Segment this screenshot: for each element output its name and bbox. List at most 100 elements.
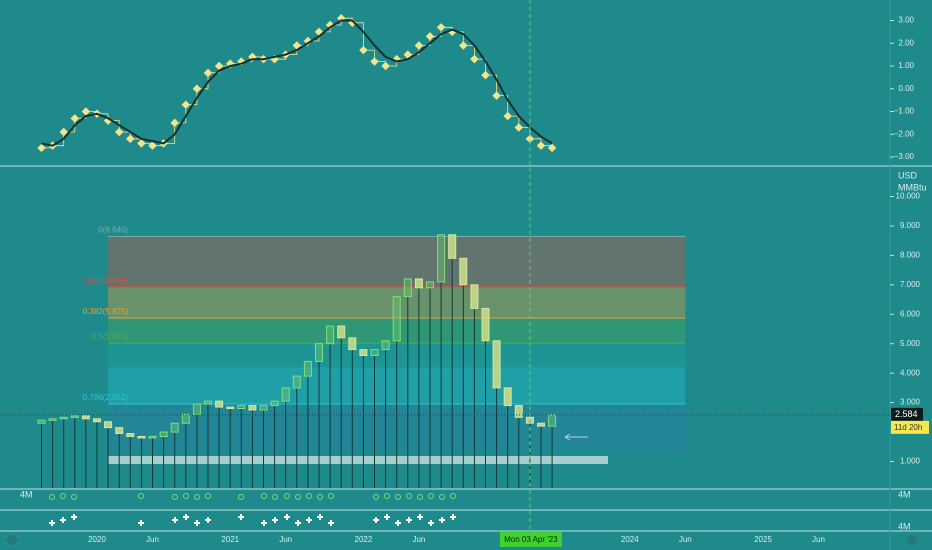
osc-point (470, 54, 479, 64)
y-tick-label: 8.000 (900, 250, 921, 259)
osc-point (181, 100, 191, 109)
osc-point (414, 41, 424, 50)
signal-cross (205, 517, 211, 523)
candle-body (93, 418, 101, 423)
osc-point (148, 141, 157, 150)
candle-body (181, 413, 190, 424)
x-tick-label: Jun (279, 535, 292, 544)
crosshair-date: Mon 03 Apr '23 (504, 535, 558, 544)
osc-point (459, 41, 468, 50)
osc-tick-label: −2.00 (894, 129, 915, 138)
signal-cross (406, 517, 412, 523)
x-tick-label: 2020 (88, 535, 106, 544)
osc-point (126, 134, 135, 144)
signal-cross (284, 514, 290, 520)
logo[interactable] (7, 535, 17, 545)
candle-body (104, 421, 113, 429)
range-bar (108, 456, 608, 464)
osc-point (114, 127, 124, 137)
y-tick-label: 9.000 (900, 221, 921, 230)
signal-dot (395, 494, 401, 500)
x-tick-label: 2024 (621, 535, 639, 544)
fib-band (108, 317, 686, 344)
auto-scale[interactable] (907, 535, 917, 545)
candle-body (437, 234, 446, 283)
signal-cross (306, 517, 312, 523)
crosshair-date-tag (499, 532, 562, 547)
osc-point (503, 111, 512, 121)
candle-body (81, 415, 90, 420)
signal-cross (295, 520, 301, 526)
signal-dot (205, 493, 211, 499)
x-tick-label: 2025 (754, 535, 772, 544)
osc-point (170, 118, 179, 128)
y-tick-label: 5.000 (900, 339, 921, 348)
osc-point (303, 36, 313, 46)
candle-body (270, 400, 279, 407)
signal-cross (238, 514, 244, 520)
osc-point (81, 107, 91, 116)
signal-cross (172, 517, 178, 523)
candle-body (215, 400, 224, 408)
candle-body (170, 422, 179, 433)
candle-body (359, 349, 368, 357)
signal-cross (428, 520, 434, 526)
osc-point (59, 127, 68, 137)
signal-cross (439, 517, 445, 523)
signal-dot (261, 493, 267, 499)
candle-body (159, 431, 168, 437)
price-tag-label: 2.584 (895, 409, 918, 419)
signal-cross (417, 514, 423, 520)
signal-dot (295, 494, 301, 500)
candle-body (292, 375, 301, 389)
signal-dot (317, 494, 323, 500)
signal-dot (272, 494, 278, 500)
signal-cross (71, 514, 77, 520)
candle-body (48, 418, 57, 421)
candle-body (237, 405, 246, 409)
signal-dot (71, 494, 77, 500)
osc-tick-label: −1.00 (894, 107, 915, 116)
price-tag (891, 407, 923, 421)
fib-label: 0.382(5.875) (83, 307, 129, 316)
x-tick-label: 2021 (221, 535, 239, 544)
osc-tick-label: −3.00 (894, 152, 915, 161)
fib-label: 0.5(5.021) (92, 332, 129, 341)
osc-tick-label: 2.00 (898, 38, 914, 47)
pane-label: 4M (898, 521, 911, 531)
fib-label: 0(8.640) (98, 226, 128, 235)
signal-cross (384, 514, 390, 520)
candle-body (448, 234, 457, 259)
osc-point (481, 70, 490, 80)
signal-dot (384, 493, 390, 499)
osc-point (436, 23, 446, 32)
candle-body (492, 340, 501, 389)
osc-point (370, 57, 379, 66)
candle-body (126, 433, 135, 437)
signal-cross (183, 514, 189, 520)
y-tick-label: 10.000 (896, 192, 921, 201)
candle-body (37, 419, 46, 424)
osc-point (214, 61, 224, 71)
countdown-label: 11d 20h (894, 423, 922, 432)
candle-body (381, 340, 390, 351)
signal-dot (172, 494, 178, 500)
candle-body (303, 360, 312, 377)
pane-label: 4M (898, 489, 911, 499)
y-tick-label: 7.000 (900, 280, 921, 289)
candle-body (514, 405, 523, 418)
candle-body (470, 284, 479, 309)
signal-dot (450, 493, 456, 499)
candle-body (403, 278, 412, 298)
signal-dot (284, 493, 290, 499)
candle-body (326, 325, 335, 345)
candle-body (226, 406, 235, 410)
unit-label: USD (898, 170, 918, 180)
signal-dot (417, 494, 423, 500)
candle-body (459, 257, 468, 286)
signal-cross (450, 514, 456, 520)
y-tick-label: 6.000 (900, 309, 921, 318)
unit-label: MMBtu (898, 182, 927, 192)
